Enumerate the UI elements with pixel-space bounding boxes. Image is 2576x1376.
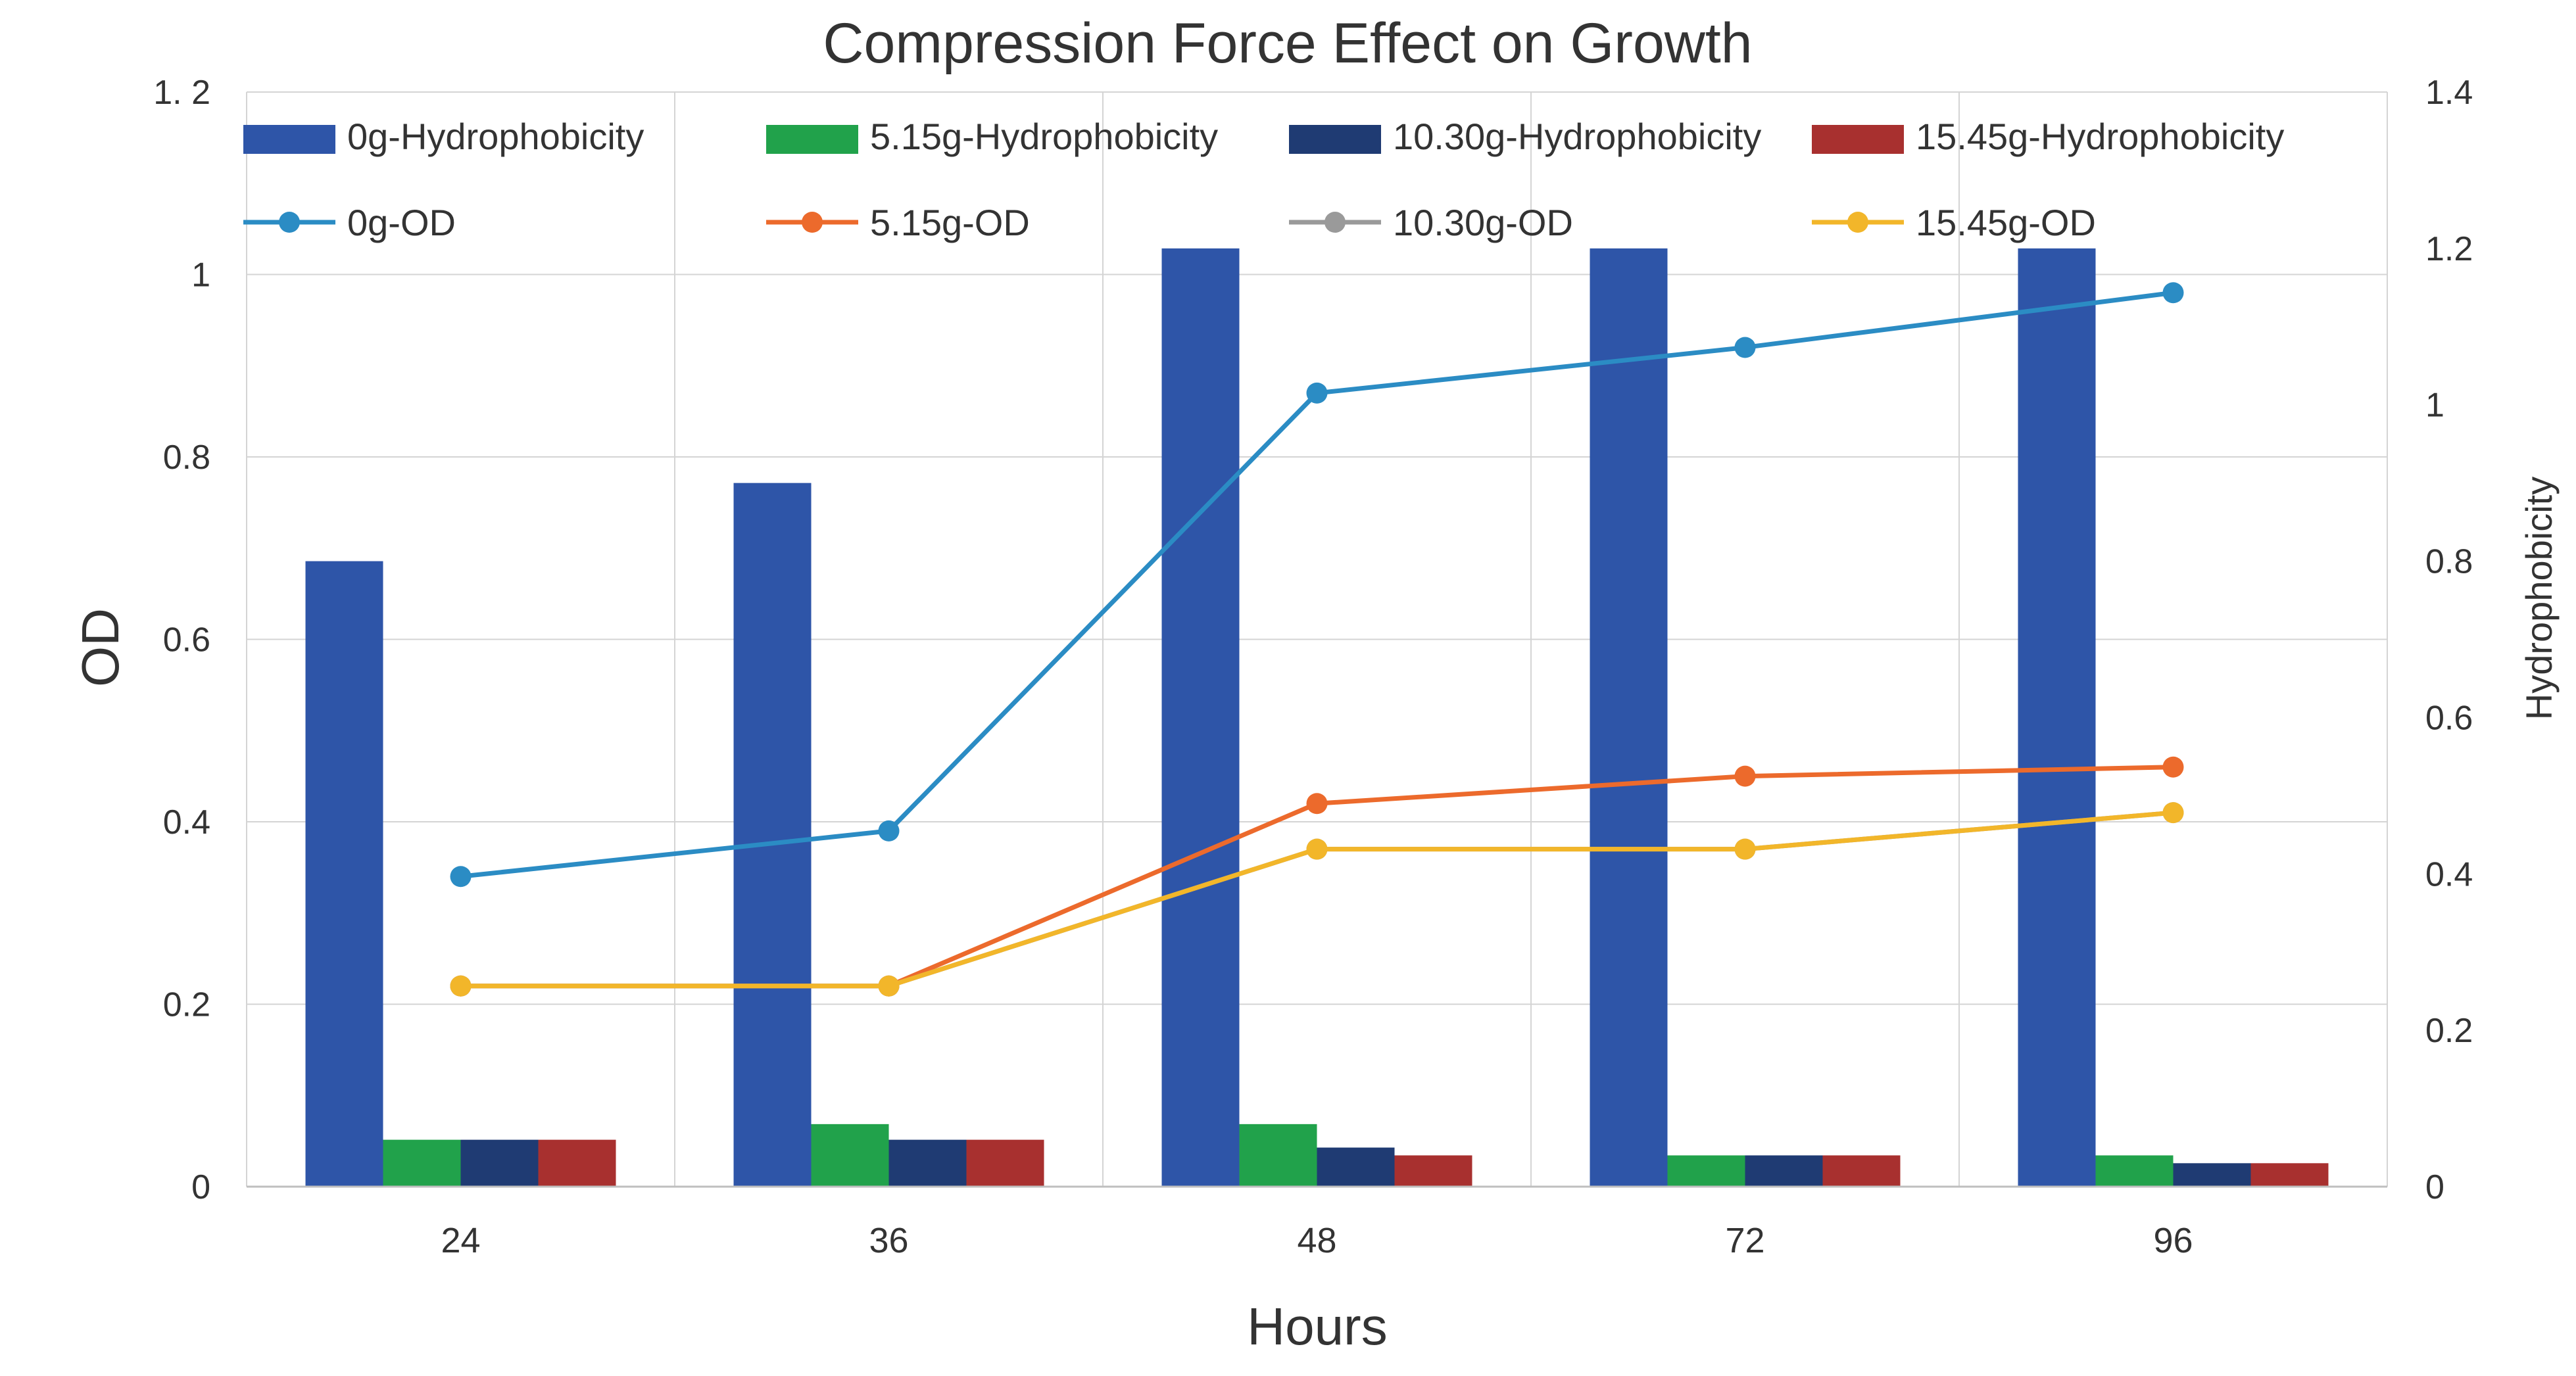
x-axis-label: Hours [1247,1297,1387,1356]
bar-0g-hydrophobicity-24 [305,561,383,1187]
legend: 0g-Hydrophobicity 5.15g-Hydrophobicity 10.… [243,116,2284,243]
y-tick-label: 1 [191,256,210,295]
point-5-15g-od-96 [2162,756,2184,778]
bar-5-15g-hydrophobicity-48 [1239,1124,1317,1187]
bar-15-45g-hydrophobicity-24 [538,1139,616,1187]
x-tick-label-48: 48 [1297,1221,1336,1260]
bar-10-30g-hydrophobicity-24 [460,1139,539,1187]
y2-tick-label: 1.4 [2425,74,2473,112]
legend-label-5-15g-hydrophobicity: 5.15g-Hydrophobicity [870,116,1218,157]
point-5-15g-od-48 [1306,793,1328,815]
y-axis-label: OD [71,608,130,687]
x-tick-label-96: 96 [2153,1221,2193,1260]
legend-swatch-10-30g-hydrophobicity [1289,125,1381,154]
point-0g-od-36 [878,820,900,842]
y-tick-label: 1. 2 [153,74,210,112]
legend-swatch-5-15g-hydrophobicity [766,125,858,154]
y2-tick-label: 1 [2425,387,2444,425]
bar-10-30g-hydrophobicity-48 [1317,1147,1395,1187]
y2-tick-label: 0 [2425,1168,2444,1206]
bar-15-45g-hydrophobicity-96 [2250,1163,2329,1187]
y-tick-label: 0.6 [163,621,210,659]
legend-marker-5-15g-od [802,212,823,233]
legend-marker-10-30g-od [1324,212,1346,233]
line-0g-od [460,290,2174,879]
legend-label-10-30g-hydrophobicity: 10.30g-Hydrophobicity [1393,116,1761,157]
bar-10-30g-hydrophobicity-36 [888,1139,967,1187]
legend-swatch-15-45g-hydrophobicity [1812,125,1904,154]
point-0g-od-72 [1734,337,1756,358]
bar-15-45g-hydrophobicity-72 [1822,1155,1901,1187]
chart-title: Compression Force Effect on Growth [823,12,1752,75]
line-series-group [450,282,2184,997]
legend-swatch-0g-hydrophobicity [243,125,335,154]
bar-15-45g-hydrophobicity-48 [1394,1155,1472,1187]
bar-10-30g-hydrophobicity-96 [2173,1163,2251,1187]
y2-tick-label: 0.6 [2425,699,2473,737]
y-tick-label: 0.2 [163,986,210,1024]
legend-label-15-45g-hydrophobicity: 15.45g-Hydrophobicity [1916,116,2284,157]
bar-0g-hydrophobicity-48 [1161,248,1240,1187]
bar-5-15g-hydrophobicity-36 [811,1124,889,1187]
x-tick-label-24: 24 [441,1221,480,1260]
gridlines [246,91,2388,1187]
y2-tick-label: 1.2 [2425,230,2473,268]
legend-label-15-45g-od: 15.45g-OD [1916,202,2096,243]
bar-15-45g-hydrophobicity-36 [966,1139,1044,1187]
point-5-15g-od-72 [1734,765,1756,787]
y-tick-label: 0 [191,1168,210,1206]
point-0g-od-96 [2162,282,2184,304]
bar-0g-hydrophobicity-36 [733,483,812,1187]
y2-tick-label: 0.2 [2425,1012,2473,1050]
bar-5-15g-hydrophobicity-72 [1667,1155,1745,1187]
x-tick-label-72: 72 [1725,1221,1764,1260]
point-15-45g-od-48 [1306,838,1328,860]
y-tick-label: 0.8 [163,439,210,477]
x-tick-label-36: 36 [869,1221,908,1260]
point-15-45g-od-36 [878,975,900,997]
point-15-45g-od-24 [450,975,472,997]
y2-tick-label: 0.4 [2425,855,2473,893]
axes: 0 0.2 0.4 0.6 0.8 1 1. 2 0 0.2 0.4 0.6 0.8 1 1.2 1.4 24… [153,74,2473,1260]
point-0g-od-24 [450,866,472,888]
legend-label-0g-hydrophobicity: 0g-Hydrophobicity [347,116,644,157]
bar-5-15g-hydrophobicity-24 [383,1139,461,1187]
legend-marker-15-45g-od [1847,212,1868,233]
point-15-45g-od-96 [2162,802,2184,824]
point-0g-od-48 [1306,382,1328,404]
y-tick-label: 0.4 [163,803,210,842]
y2-tick-label: 0.8 [2425,543,2473,581]
bar-5-15g-hydrophobicity-96 [2095,1155,2174,1187]
legend-label-5-15g-od: 5.15g-OD [870,202,1030,243]
legend-label-0g-od: 0g-OD [347,202,456,243]
bar-10-30g-hydrophobicity-72 [1745,1155,1823,1187]
bar-0g-hydrophobicity-72 [1590,248,1668,1187]
legend-marker-0g-od [279,212,300,233]
y2-axis-label: Hydrophobicity [2518,477,2560,720]
point-15-45g-od-72 [1734,838,1756,860]
bar-series-group [305,248,2329,1187]
legend-label-10-30g-od: 10.30g-OD [1393,202,1573,243]
bar-0g-hydrophobicity-96 [2018,248,2096,1187]
